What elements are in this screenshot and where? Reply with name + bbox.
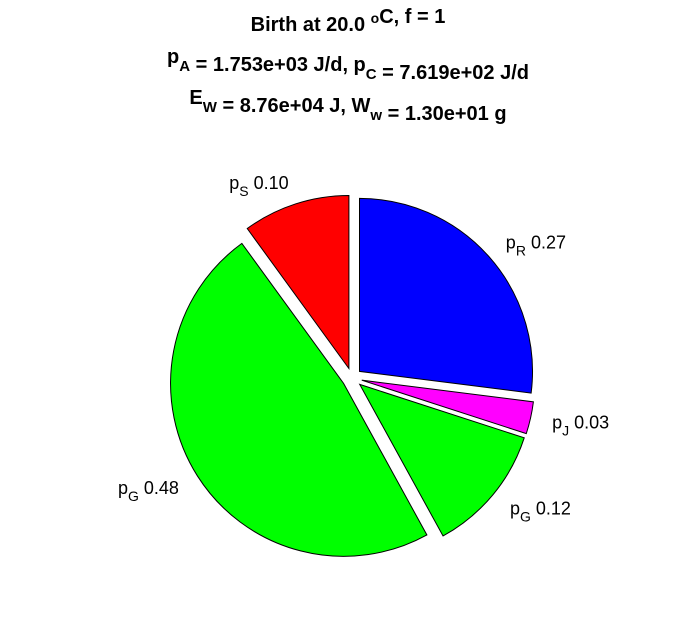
title-line-1: Birth at 20.0 oC, f = 1 bbox=[251, 6, 446, 36]
slice-labels: pR 0.27 pJ 0.03 pG 0.12 pG 0.48 pS 0.10 bbox=[118, 173, 609, 525]
title-line-3: EW = 8.76e+04 J, Ww = 1.30e+01 g bbox=[189, 87, 506, 125]
slice-label-pg-3: pG 0.48 bbox=[118, 478, 179, 504]
slice-label-pr-0: pR 0.27 bbox=[506, 232, 566, 258]
pie-slice-ps-4 bbox=[246, 194, 350, 371]
pie-slice-pg-3 bbox=[170, 242, 428, 557]
pie-slice-pg-2 bbox=[358, 383, 525, 537]
slice-label-pg-2: pG 0.12 bbox=[510, 499, 571, 525]
pie-slice-pj-1 bbox=[361, 379, 534, 435]
chart-title: Birth at 20.0 oC, f = 1 pA = 1.753e+03 J/… bbox=[167, 6, 529, 125]
pie-slice-pr-0 bbox=[359, 197, 534, 394]
pie-slices bbox=[170, 194, 534, 557]
title-line-2: pA = 1.753e+03 J/d, pC = 7.619e+02 J/d bbox=[167, 46, 529, 84]
slice-label-pj-1: pJ 0.03 bbox=[552, 413, 609, 439]
slice-label-ps-4: pS 0.10 bbox=[229, 173, 288, 199]
